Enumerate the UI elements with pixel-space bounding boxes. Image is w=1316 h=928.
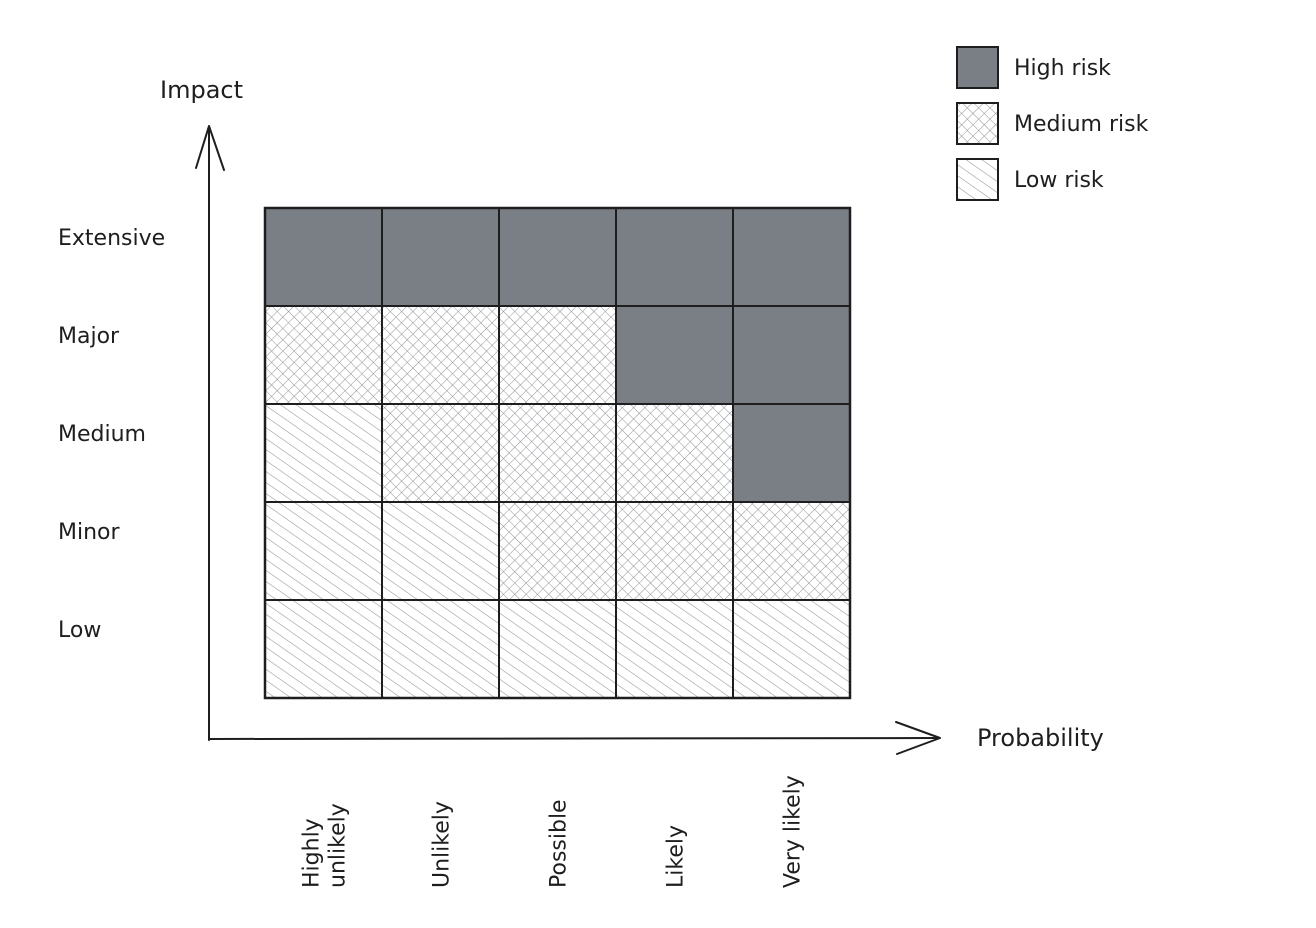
legend: High risk Medium risk Low risk <box>956 46 1149 201</box>
probability-label: Possible <box>547 799 572 888</box>
probability-label: unlikely <box>326 803 351 888</box>
risk-cell-medium <box>498 403 617 503</box>
risk-cell-low <box>615 599 734 699</box>
legend-label: Medium risk <box>1014 112 1149 137</box>
risk-cell-low <box>732 599 851 699</box>
impact-label: Medium <box>58 422 146 447</box>
matrix-border <box>263 206 852 700</box>
risk-cell-high <box>264 207 383 307</box>
legend-label: High risk <box>1014 56 1111 81</box>
risk-cell-low <box>498 599 617 699</box>
risk-cell-medium <box>732 501 851 601</box>
risk-cell-medium <box>264 305 383 405</box>
risk-cell-medium <box>615 403 734 503</box>
probability-label: Likely <box>664 825 689 888</box>
x-axis-title: Probability <box>977 724 1104 752</box>
risk-cell-medium <box>615 501 734 601</box>
risk-cell-medium <box>381 305 500 405</box>
axes <box>195 125 941 755</box>
risk-cell-low <box>264 599 383 699</box>
probability-label: Unlikely <box>430 801 455 888</box>
risk-cells <box>263 206 852 700</box>
risk-cell-high <box>732 403 851 503</box>
impact-label: Major <box>58 324 120 349</box>
risk-cell-low <box>381 501 500 601</box>
y-axis-title: Impact <box>160 76 243 104</box>
x-axis-line <box>208 737 939 740</box>
probability-labels: Highly unlikely Unlikely Possible Likely Very… <box>300 775 806 888</box>
x-axis-arrowhead <box>895 721 941 755</box>
risk-cell-low <box>264 403 383 503</box>
risk-cell-high <box>732 207 851 307</box>
legend-swatch-low <box>956 158 999 201</box>
risk-cell-medium <box>498 501 617 601</box>
risk-cell-high <box>615 305 734 405</box>
risk-cell-low <box>381 599 500 699</box>
legend-swatch-medium <box>956 102 999 145</box>
risk-cell-high <box>732 305 851 405</box>
probability-label: Highly <box>300 818 325 888</box>
impact-label: Extensive <box>58 226 165 251</box>
legend-swatch-high <box>956 46 999 89</box>
impact-label: Minor <box>58 520 120 545</box>
y-axis-arrowhead <box>195 125 225 171</box>
legend-label: Low risk <box>1014 168 1104 193</box>
risk-cell-high <box>498 207 617 307</box>
risk-cell-low <box>264 501 383 601</box>
risk-cell-high <box>615 207 734 307</box>
risk-cell-medium <box>381 403 500 503</box>
impact-labels: Extensive Major Medium Minor Low <box>58 226 165 643</box>
probability-label: Very likely <box>781 775 806 888</box>
risk-cell-high <box>381 207 500 307</box>
impact-label: Low <box>58 618 101 643</box>
risk-cell-medium <box>498 305 617 405</box>
